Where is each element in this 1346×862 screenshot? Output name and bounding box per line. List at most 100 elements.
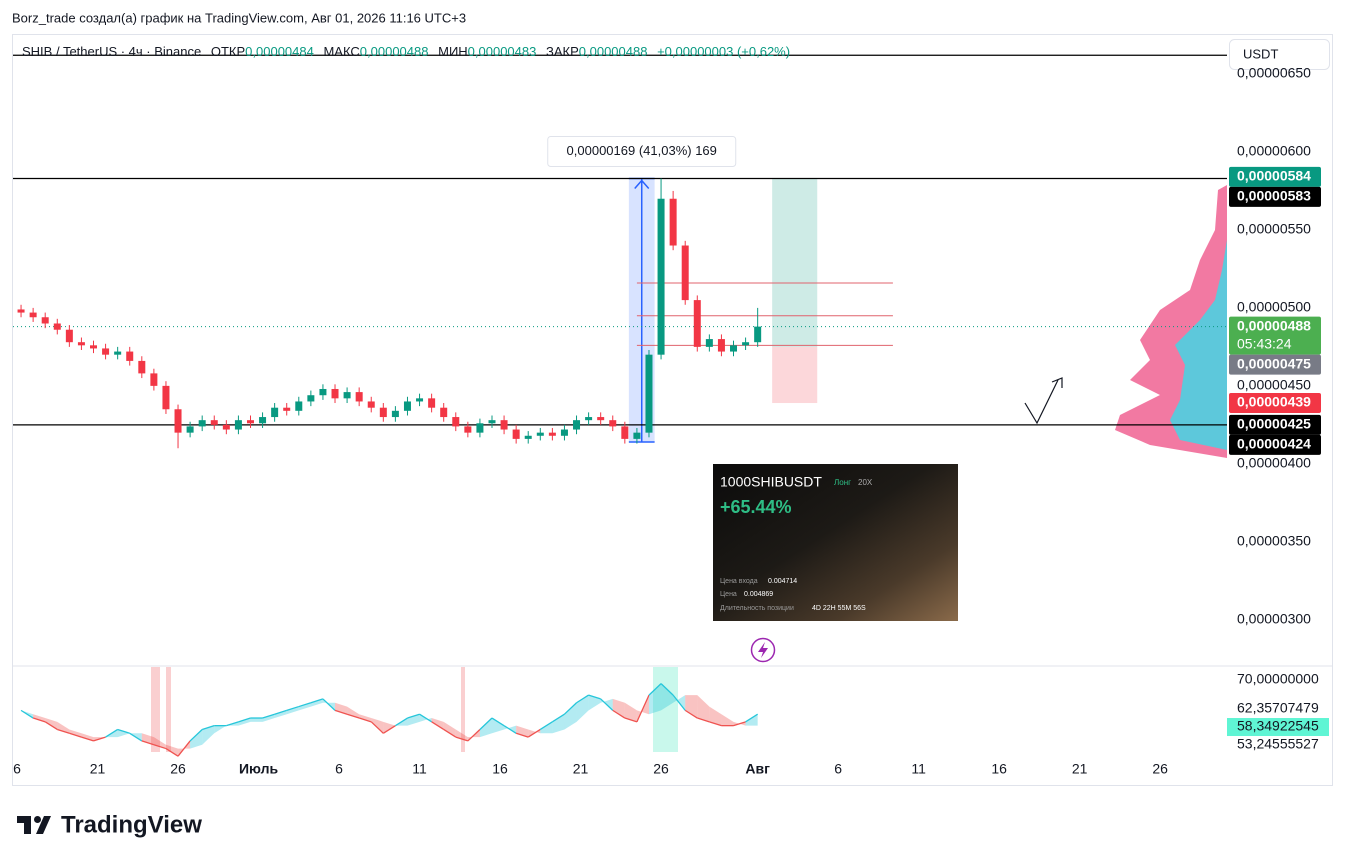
y-tick-label: 70,00000000 <box>1237 671 1319 687</box>
oscillator-line <box>503 725 517 734</box>
indicator-tag-label: 53,24555527 <box>1237 736 1319 752</box>
candle-body <box>295 401 303 411</box>
logo-mark <box>17 816 51 834</box>
oscillator-fill <box>576 695 589 722</box>
x-tick-label: 21 <box>90 761 106 777</box>
card-row-value: 4D 22H 55M 56S <box>812 605 866 612</box>
candle-body <box>138 360 146 374</box>
candle-body <box>657 198 665 355</box>
oscillator-line <box>515 732 529 738</box>
legend-line: SHIB / TetherUS · 4ч · Binance ОТКР0,000… <box>22 44 790 59</box>
candle-body <box>246 420 254 424</box>
oscillator-line <box>81 736 94 742</box>
candle-body <box>29 312 37 318</box>
oscillator-fill <box>721 714 734 726</box>
oscillator-line <box>93 736 106 742</box>
oscillator-fill <box>238 718 251 726</box>
oscillator-fill <box>165 744 179 757</box>
x-tick-label: 26 <box>170 761 186 777</box>
oscillator-fill <box>69 729 82 738</box>
oscillator-fill <box>624 702 637 722</box>
candle-body <box>77 342 85 346</box>
ohlc-value: 0,00000488 <box>579 44 648 59</box>
candle-body <box>500 420 508 430</box>
oscillator-fill <box>540 721 553 734</box>
x-tick-label: 16 <box>991 761 1007 777</box>
oscillator-line <box>576 694 589 704</box>
candle-body <box>307 395 315 402</box>
oscillator-line <box>105 728 119 738</box>
oscillator-line <box>141 740 155 746</box>
position-card <box>713 464 958 621</box>
candle-body <box>536 432 544 436</box>
candle-body <box>379 407 387 418</box>
oscillator-fill <box>298 702 311 711</box>
candle-body <box>717 339 725 352</box>
x-tick-label: Авг <box>745 761 770 777</box>
oscillator-line <box>612 709 626 719</box>
arrow-drawing <box>1024 379 1059 425</box>
ohlc-label: ОТКР <box>211 44 245 59</box>
oscillator-line <box>672 694 686 711</box>
candle-body <box>114 351 122 355</box>
candle-body <box>524 435 532 439</box>
price-tag-label: 0,00000439 <box>1237 394 1311 410</box>
oscillator-line <box>298 702 312 708</box>
price-tag <box>1229 354 1321 375</box>
oscillator-fill <box>178 740 191 757</box>
candle-body <box>633 432 641 439</box>
oscillator-fill <box>745 714 758 726</box>
currency-button[interactable] <box>1229 39 1330 70</box>
y-tick-label: 0,00000600 <box>1237 143 1311 159</box>
oscillator-line <box>733 721 746 727</box>
oscillator-fill <box>636 695 649 722</box>
x-tick-label: 6 <box>834 761 842 777</box>
card-side: Лонг <box>834 478 851 487</box>
x-tick-label: 26 <box>1152 761 1168 777</box>
candle-body <box>669 198 677 246</box>
measure-label-box <box>547 135 737 167</box>
candle-body <box>693 300 701 347</box>
oscillator-line <box>491 717 505 727</box>
price-tag <box>1229 434 1321 455</box>
position-profit-zone <box>772 178 818 347</box>
card-symbol: 1000SHIBUSDT <box>720 474 822 490</box>
candle-body <box>283 407 291 411</box>
highlight-band <box>461 667 465 752</box>
oscillator-line <box>322 698 336 711</box>
oscillator-fill <box>443 721 456 738</box>
y-tick-label: 0,00000400 <box>1237 455 1311 471</box>
candle-body <box>259 417 267 424</box>
oscillator-fill <box>564 702 577 730</box>
oscillator-fill <box>612 698 625 719</box>
lightning-glyph <box>758 642 768 658</box>
oscillator-fill <box>648 683 662 715</box>
card-row-value: 0.004869 <box>744 591 773 598</box>
oscillator-line <box>419 713 432 723</box>
oscillator-line <box>129 732 143 742</box>
candle-body <box>416 398 424 402</box>
countdown: 05:43:24 <box>1237 335 1292 351</box>
candle-body <box>512 429 520 439</box>
oscillator-fill <box>274 710 287 719</box>
oscillator-line <box>636 694 650 723</box>
oscillator-line <box>624 717 638 723</box>
ohlc-value: 0,00000488 <box>360 44 429 59</box>
x-tick-label: 11 <box>412 761 427 777</box>
y-tick-label: 0,00000650 <box>1237 65 1311 81</box>
oscillator-line <box>479 717 493 730</box>
card-row-label: Цена входа <box>720 578 758 585</box>
indicator-tag-label: 62,35707479 <box>1237 700 1319 716</box>
price-tag-label: 0,00000488 <box>1237 317 1311 333</box>
oscillator-fill <box>117 729 130 738</box>
price-tag <box>1229 414 1321 435</box>
candle-body <box>585 417 593 421</box>
caption: Borz_trade создал(а) график на TradingVi… <box>12 10 466 25</box>
oscillator-line <box>153 744 167 750</box>
ohlc-value: 0,00000484 <box>245 44 314 59</box>
candle-body <box>367 401 375 408</box>
oscillator-line <box>467 729 481 742</box>
card-row-value: 0.004714 <box>768 578 797 585</box>
